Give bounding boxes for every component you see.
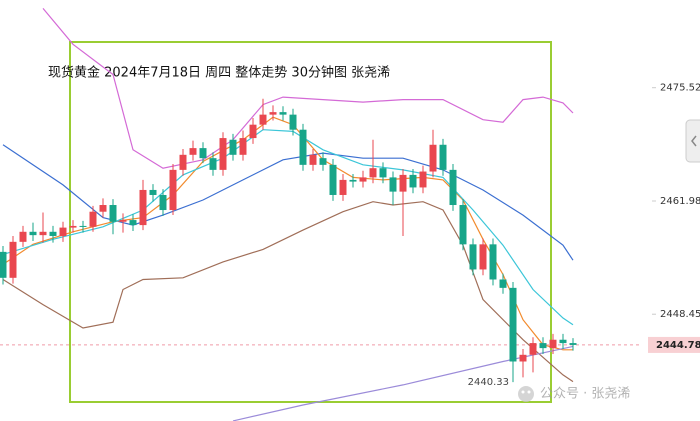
candle-body	[9, 241, 17, 278]
indicator-line	[2, 116, 573, 351]
candle-body	[239, 138, 247, 155]
candle-body	[409, 174, 417, 188]
indicator-line	[2, 201, 574, 383]
last-price-tag	[648, 336, 700, 353]
candle-body	[359, 177, 367, 182]
candle-body	[349, 179, 357, 182]
candle-body	[109, 205, 117, 222]
tab[interactable]	[685, 119, 700, 163]
candle-body	[319, 158, 327, 165]
candle-body	[499, 279, 507, 288]
low-marker-label: 2440.33	[468, 377, 509, 388]
candle-body	[229, 139, 237, 155]
candle-body	[559, 339, 567, 344]
candle-body	[519, 354, 527, 362]
indicator-line	[2, 129, 574, 326]
y-tick-label: 2475.52	[660, 83, 700, 94]
candle-body	[49, 231, 57, 236]
candle-body	[449, 169, 457, 206]
watermark-icon-dot	[527, 390, 531, 394]
candle-body	[249, 124, 257, 139]
candle-body	[429, 144, 437, 172]
candle-body	[169, 169, 177, 211]
candle-body	[339, 179, 347, 195]
candle-body	[29, 231, 37, 236]
candle-body	[289, 114, 297, 130]
candle-body	[329, 164, 337, 195]
candle-body	[279, 112, 287, 115]
y-tick-label: 2461.98	[660, 196, 700, 207]
candle-body	[539, 343, 547, 349]
candle-body	[219, 138, 227, 170]
candle-body	[69, 225, 77, 228]
candle-body	[99, 205, 107, 212]
candle-body	[389, 177, 397, 192]
right-tab[interactable]	[685, 119, 700, 163]
candle-body	[489, 244, 497, 280]
candle-body	[59, 227, 67, 236]
watermark-icon	[518, 386, 534, 402]
watermark-text: 公众号 · 张尧浠	[540, 387, 630, 402]
watermark: 公众号 · 张尧浠	[518, 386, 630, 402]
candle-body	[459, 205, 467, 245]
indicator-line	[2, 144, 574, 261]
candle-body	[419, 171, 427, 188]
candle-body	[139, 189, 147, 226]
watermark-icon-dot	[521, 390, 525, 394]
y-tick-label: 2448.45	[660, 309, 700, 320]
candle-body	[469, 244, 477, 270]
candle-body	[509, 287, 517, 362]
candle-body	[89, 211, 97, 227]
candle-body	[369, 168, 377, 178]
candle-body	[179, 154, 187, 170]
candle-body	[129, 220, 137, 226]
candle-body	[479, 244, 487, 270]
candle-body	[309, 154, 317, 165]
candle-body	[149, 189, 157, 195]
chart-title: 现货黄金 2024年7月18日 周四 整体走势 30分钟图 张尧浠	[48, 65, 390, 81]
candle-body	[439, 144, 447, 170]
candle-body	[529, 343, 537, 355]
candle-body	[119, 220, 127, 222]
candle-body	[569, 343, 577, 345]
last-price-label: 2444.78	[656, 340, 700, 351]
candle-body	[0, 251, 7, 278]
candle-body	[549, 339, 557, 349]
candle-body	[159, 194, 167, 211]
candle-body	[379, 168, 387, 178]
chevron	[691, 135, 697, 147]
candle-body	[79, 225, 87, 227]
indicator-line	[42, 8, 574, 169]
candle-body	[19, 231, 27, 242]
candle-body	[269, 112, 277, 115]
candle-body	[39, 231, 47, 236]
candle-body	[259, 114, 267, 125]
candle-body	[189, 148, 197, 155]
highlight-box	[69, 41, 552, 403]
candle-body	[399, 174, 407, 192]
candle-body	[209, 158, 217, 170]
candle-body	[199, 148, 207, 159]
candle-body	[299, 129, 307, 165]
